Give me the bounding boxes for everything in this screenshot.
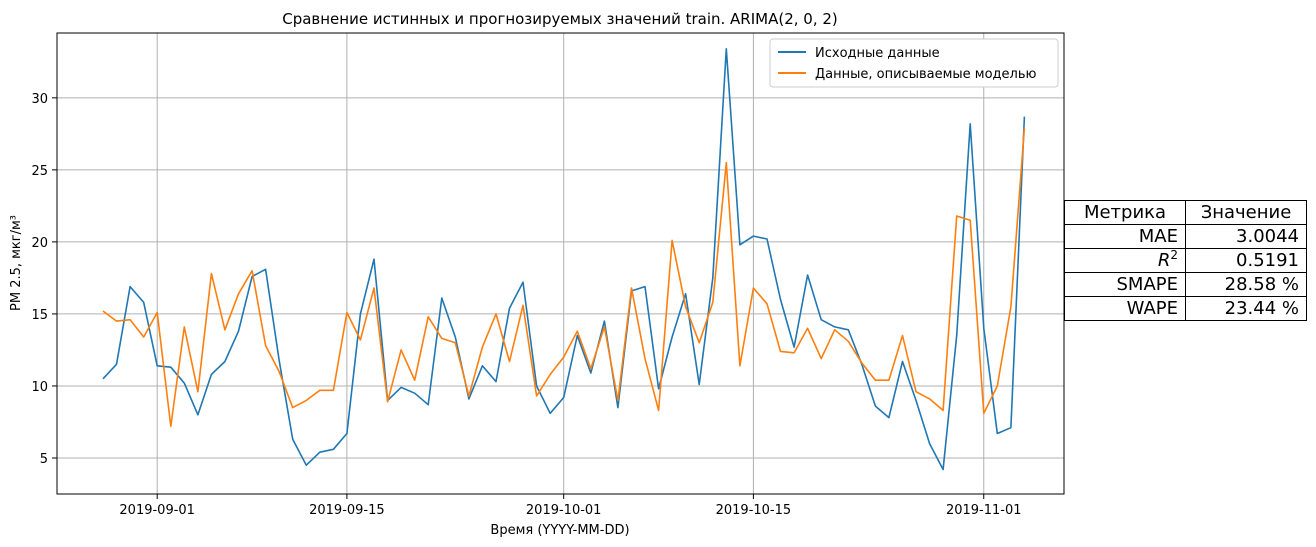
metrics-header-metric: Метрика (1064, 200, 1186, 225)
metric-value-smape: 28.58 % (1185, 272, 1307, 297)
metric-name-smape: SMAPE (1064, 272, 1186, 297)
series-layer (102, 47, 1026, 471)
metrics-row-wape: WAPE 23.44 % (1064, 296, 1307, 321)
metric-name-wape: WAPE (1064, 296, 1186, 321)
y-axis-ticks: 5 10 15 20 25 30 (31, 92, 57, 467)
y-tick-label-2: 15 (31, 308, 48, 323)
chart-title: Сравнение истинных и прогнозируемых знач… (282, 10, 838, 28)
metrics-table: Метрика Значение MAE 3.0044 R2 0.5191 SM… (1064, 200, 1307, 321)
legend-label-series-0: Исходные данные (815, 46, 940, 61)
y-axis-title: PM 2.5, мкг/м³ (9, 215, 24, 311)
metrics-row-smape: SMAPE 28.58 % (1064, 272, 1307, 297)
series-line-1 (102, 128, 1026, 428)
y-tick-label-4: 25 (31, 164, 48, 179)
x-axis-title: Время (YYYY-MM-DD) (490, 523, 629, 538)
metrics-header-value: Значение (1185, 200, 1307, 225)
legend-box (769, 38, 1059, 88)
x-tick-label-4: 2019-11-01 (946, 503, 1022, 518)
legend-label-series-1: Данные, описываемые моделью (815, 67, 1037, 82)
metrics-row-r2: R2 0.5191 (1064, 248, 1307, 273)
series-line-0 (102, 47, 1026, 471)
x-tick-label-0: 2019-09-01 (119, 503, 195, 518)
y-tick-label-5: 30 (31, 92, 48, 107)
metric-name-mae: MAE (1064, 224, 1186, 249)
y-tick-label-1: 10 (31, 380, 48, 395)
plot-area (57, 33, 1064, 494)
x-tick-label-2: 2019-10-01 (526, 503, 602, 518)
metrics-row-mae: MAE 3.0044 (1064, 224, 1307, 249)
y-tick-label-0: 5 (40, 452, 48, 467)
x-tick-label-1: 2019-09-15 (309, 503, 385, 518)
x-tick-label-3: 2019-10-15 (716, 503, 792, 518)
y-tick-label-3: 20 (31, 236, 48, 251)
legend: Исходные данные Данные, описываемые моде… (769, 38, 1059, 88)
metric-value-mae: 3.0044 (1185, 224, 1307, 249)
metrics-header-row: Метрика Значение (1064, 200, 1307, 225)
x-axis-ticks: 2019-09-01 2019-09-15 2019-10-01 2019-10-15… (119, 494, 1022, 518)
metric-name-r2-exponent: 2 (1170, 248, 1178, 262)
metric-name-r2-base: R (1157, 250, 1171, 271)
metric-value-r2: 0.5191 (1185, 248, 1307, 273)
metric-value-wape: 23.44 % (1185, 296, 1307, 321)
metric-name-r2: R2 (1064, 248, 1186, 273)
